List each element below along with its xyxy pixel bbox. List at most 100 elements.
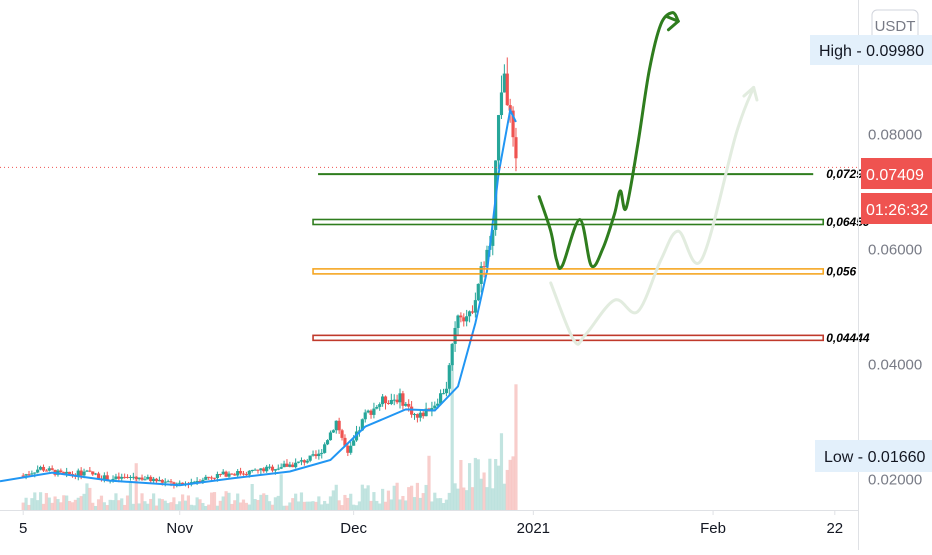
candle-body	[241, 473, 246, 475]
volume-bar	[189, 504, 193, 510]
candle-body	[366, 410, 370, 413]
volume-bar	[502, 483, 506, 510]
candle-body	[294, 462, 298, 468]
candle-body	[302, 460, 306, 463]
candle-body	[178, 482, 182, 484]
volume-bar	[456, 488, 460, 510]
candle-body	[482, 266, 486, 268]
volume-bar	[218, 500, 222, 510]
volume-bar	[215, 505, 219, 510]
candle-body	[485, 249, 489, 268]
volume-bar	[436, 498, 440, 510]
candle-body	[308, 455, 312, 461]
primary-projection-arrow-icon	[664, 14, 680, 32]
x-tick-label: 5	[19, 520, 27, 537]
candle-body	[352, 440, 356, 446]
alternate-projection-path	[549, 85, 756, 346]
volume-bar	[467, 463, 472, 510]
y-tick-label: 0.06000	[868, 241, 922, 258]
candle-body	[305, 460, 309, 463]
volume-bar	[137, 503, 141, 510]
candle-body	[36, 469, 40, 473]
candle-body	[459, 315, 463, 318]
candle-body	[44, 470, 48, 472]
candle-body	[479, 266, 483, 284]
volume-bar	[233, 500, 237, 510]
volume-bar	[73, 499, 77, 510]
candle-body	[143, 479, 147, 481]
x-tick-label: 2021	[517, 520, 550, 537]
candle-body	[192, 481, 196, 483]
candle-body	[247, 470, 251, 475]
volume-bar	[30, 498, 34, 510]
volume-bar	[343, 494, 347, 510]
volume-bar	[346, 497, 350, 510]
volume-bar	[24, 497, 28, 510]
last-price-badge	[861, 158, 932, 189]
volume-bar	[221, 496, 225, 510]
candle-body	[85, 470, 89, 472]
volume-bar	[407, 487, 411, 510]
candle-body	[131, 476, 135, 478]
candle-body	[163, 481, 167, 483]
candle-body	[125, 476, 130, 478]
candle-body	[291, 464, 295, 468]
candle-body	[386, 403, 391, 405]
volume-bar	[175, 504, 179, 510]
volume-bar	[33, 492, 37, 510]
volume-bar	[508, 459, 512, 510]
volume-bar	[47, 497, 51, 510]
candle-body	[276, 468, 280, 470]
volume-bar	[389, 499, 393, 510]
volume-bar	[172, 497, 176, 510]
volume-bar	[496, 465, 501, 510]
volume-bar	[62, 495, 66, 510]
candle-body	[198, 480, 202, 482]
level-label: 0,04444	[826, 331, 870, 345]
candle-body	[259, 468, 263, 471]
volume-bar	[296, 501, 301, 510]
candle-body	[204, 476, 208, 480]
candle-body	[82, 471, 86, 476]
volume-bar	[44, 493, 48, 510]
primary-projection-path	[537, 11, 680, 270]
volume-bar	[337, 500, 341, 510]
volume-bar	[291, 498, 295, 510]
candle-body	[27, 474, 31, 476]
candle-body	[395, 399, 399, 403]
volume-bar	[36, 500, 40, 510]
candle-body	[450, 343, 454, 366]
candle-body	[91, 471, 95, 475]
candle-body	[210, 477, 214, 479]
volume-bar	[415, 482, 419, 510]
volume-bar	[340, 505, 344, 510]
volume-bar	[157, 498, 162, 510]
candle-body	[221, 471, 225, 475]
volume-bar	[323, 500, 327, 510]
volume-bar	[352, 504, 356, 510]
candle-body	[270, 466, 275, 471]
volume-bar	[511, 456, 515, 510]
candle-body	[473, 300, 477, 313]
candle-body	[392, 399, 396, 401]
volume-bar	[82, 493, 86, 510]
candle-body	[383, 396, 388, 404]
volume-bar	[395, 482, 399, 510]
volume-bar	[462, 487, 466, 510]
candle-body	[59, 470, 63, 473]
volume-bar	[236, 493, 240, 510]
volume-bar	[108, 499, 112, 510]
candle-body	[349, 445, 353, 453]
candle-body	[38, 466, 43, 470]
volume-bar	[491, 488, 495, 510]
candle-body	[389, 400, 393, 404]
candle-body	[160, 479, 164, 483]
volume-bar	[65, 495, 69, 510]
candle-body	[439, 393, 443, 404]
candle-body	[154, 478, 159, 482]
volume-bar	[418, 497, 422, 510]
volume-bar	[131, 503, 135, 510]
volume-bar	[154, 505, 159, 510]
